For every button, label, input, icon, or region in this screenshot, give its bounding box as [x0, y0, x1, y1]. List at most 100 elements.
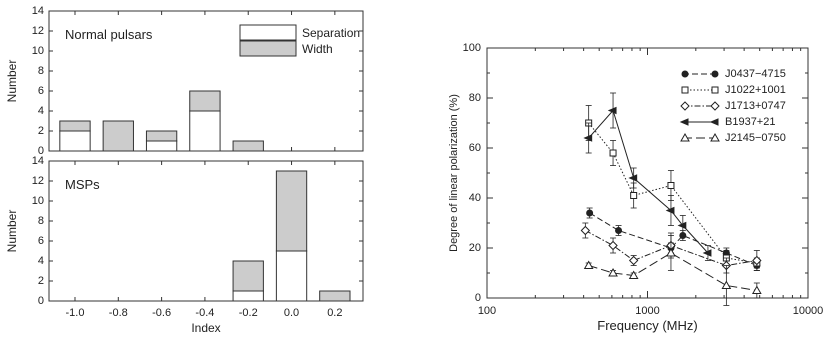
pol-series-4	[583, 235, 762, 306]
pol-marker	[580, 225, 591, 236]
pol-legend-item: J1022+1001	[681, 84, 786, 96]
hist1-bar-width	[232, 260, 264, 292]
pol-series-line	[588, 109, 709, 254]
hist1-xtick-label: -0.8	[109, 307, 128, 319]
hist0-legend-label: Separation	[302, 26, 360, 40]
pol-marker	[586, 209, 594, 217]
pol-marker	[681, 86, 689, 94]
hist0-ytick-label: 10	[32, 45, 44, 57]
hist0-ytick-label: 8	[38, 65, 44, 77]
hist1-bar-separation	[232, 290, 264, 302]
pol-legend-label: J2145−0750	[725, 132, 786, 144]
hist0-ylabel: Number	[5, 60, 19, 103]
pol-series-3	[583, 92, 712, 261]
pol-legend-item: J2145−0750	[680, 132, 786, 144]
hist1-panel-label: MSPs	[65, 177, 100, 192]
pol-marker	[667, 182, 675, 189]
hist1-ytick-label: 14	[32, 155, 44, 167]
hist1-xtick-label: 0.2	[327, 307, 342, 319]
hist1-ytick-label: 12	[32, 175, 44, 187]
pol-marker	[680, 101, 690, 111]
hist1-ytick-label: 10	[32, 195, 44, 207]
pol-marker	[607, 106, 617, 115]
pol-marker	[608, 267, 618, 277]
hist0-ytick-label: 12	[32, 25, 44, 37]
hist0-panel-label: Normal pulsars	[65, 27, 153, 42]
pol-xtick-label: 10000	[793, 305, 824, 317]
hist0-ytick-label: 6	[38, 85, 44, 97]
pol-ytick-label: 20	[469, 242, 481, 254]
pol-marker	[751, 285, 762, 294]
pol-ytick-label: 60	[469, 142, 481, 154]
pol-marker	[711, 70, 719, 78]
pol-marker	[666, 247, 676, 257]
hist1-bar-width	[275, 170, 308, 252]
pol-xlabel: Frequency (MHz)	[597, 318, 697, 333]
hist1-ytick-label: 0	[38, 295, 44, 307]
pol-marker	[710, 132, 720, 142]
pol-ytick-label: 80	[469, 92, 481, 104]
pol-marker	[628, 270, 639, 279]
hist0-bar-width	[102, 120, 134, 152]
hist0-bar-width	[232, 140, 264, 152]
hist0-ytick-label: 14	[32, 5, 44, 17]
pol-series-line	[589, 212, 758, 266]
pol-xtick-label: 100	[478, 305, 496, 317]
hist1-ylabel: Number	[5, 210, 19, 253]
pol-marker	[608, 240, 618, 251]
pol-marker	[628, 255, 639, 266]
hist0-bar-separation	[145, 140, 178, 152]
pol-marker	[583, 260, 594, 269]
hist0-bar-separation	[59, 130, 91, 152]
pol-marker	[710, 101, 720, 111]
pol-marker	[628, 174, 638, 182]
pol-legend-label: J0437−4715	[725, 68, 786, 80]
pol-series-line	[585, 230, 757, 267]
hist1-bar-separation	[275, 250, 308, 302]
pol-ylabel: Degree of linear polarization (%)	[448, 94, 460, 252]
pol-marker	[679, 118, 689, 126]
pol-legend-label: J1713+0747	[725, 100, 786, 112]
pol-marker	[709, 118, 719, 126]
hist1-xtick-label: 0.0	[284, 307, 299, 319]
pol-series-0	[586, 207, 761, 271]
pol-legend-item: J0437−4715	[681, 68, 786, 80]
pol-marker	[680, 132, 690, 142]
pol-legend-label: J1022+1001	[725, 84, 786, 96]
pol-marker	[721, 280, 732, 289]
hist0-legend-swatch	[239, 24, 297, 41]
hist1-ytick-label: 4	[38, 255, 44, 267]
pol-marker	[752, 255, 762, 266]
pol-marker	[630, 192, 638, 199]
hist1-xtick-label: -1.0	[66, 307, 85, 319]
pol-marker	[711, 86, 719, 94]
hist1-ytick-label: 6	[38, 235, 44, 247]
hist0-ytick-label: 2	[38, 125, 44, 137]
pol-marker	[677, 221, 687, 230]
hist0-bar-separation	[189, 110, 221, 152]
hist0-legend-swatch	[239, 40, 297, 57]
pol-marker	[702, 249, 712, 257]
hist0-bar-width	[189, 90, 221, 112]
pol-marker	[583, 134, 593, 142]
pol-marker	[681, 70, 689, 78]
hist1-ytick-label: 2	[38, 275, 44, 287]
hist0-bar-width	[59, 120, 91, 132]
hist1-bar-width	[319, 290, 351, 302]
hist1-xtick-label: -0.6	[152, 307, 171, 319]
pol-marker	[609, 149, 617, 157]
hist1-xtick-label: -0.2	[239, 307, 258, 319]
hist1-xtick-label: -0.4	[195, 307, 214, 319]
hist0-ytick-label: 4	[38, 105, 44, 117]
pol-ytick-label: 0	[475, 292, 481, 304]
hist0-bar-width	[145, 130, 178, 142]
hist1-frame	[48, 160, 364, 302]
pol-legend-item: B1937+21	[679, 116, 775, 128]
pol-ytick-label: 100	[463, 42, 481, 54]
pol-ytick-label: 40	[469, 192, 481, 204]
pol-marker	[615, 227, 623, 234]
pol-legend-item: J1713+0747	[680, 100, 786, 112]
pol-legend-label: B1937+21	[725, 116, 775, 128]
